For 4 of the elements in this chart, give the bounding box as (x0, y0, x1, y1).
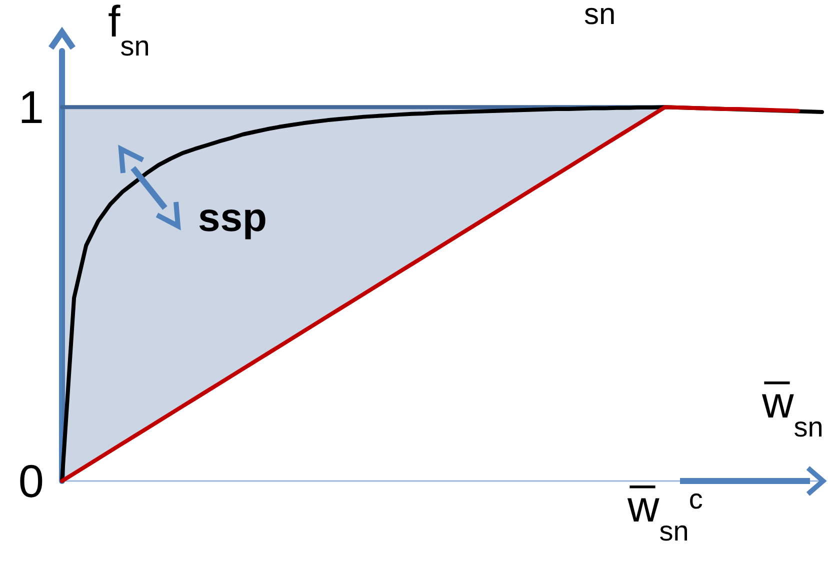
text: sn (584, 0, 616, 31)
y-tick-label: 0 (18, 455, 44, 507)
annotation: ssp (198, 196, 267, 240)
y-tick-label: 1 (18, 81, 44, 134)
